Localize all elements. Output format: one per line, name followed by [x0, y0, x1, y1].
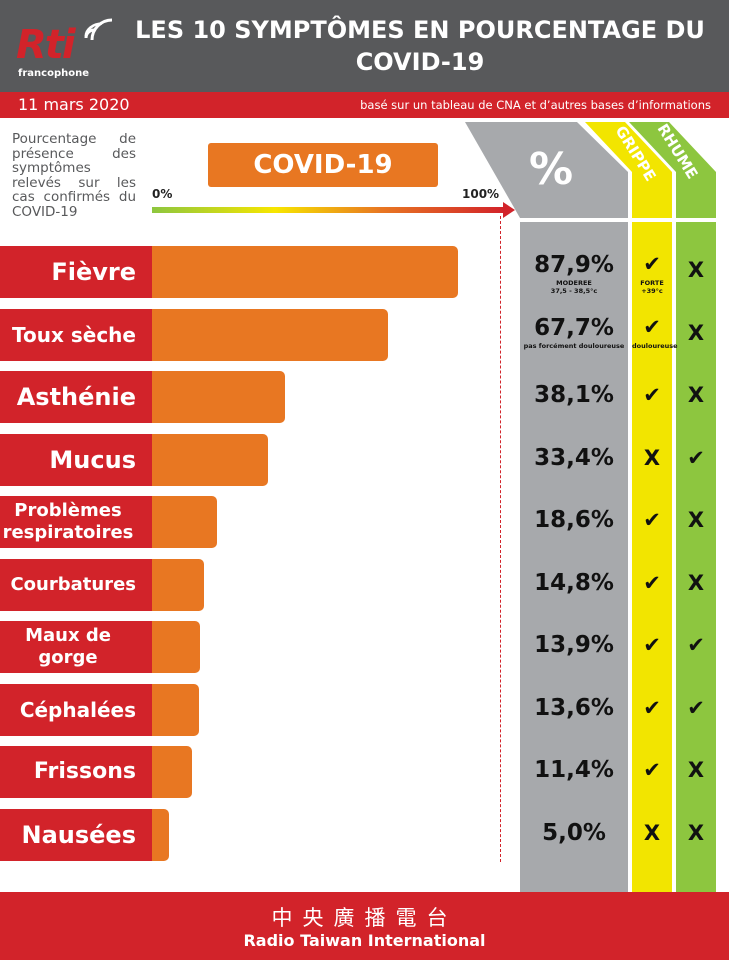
- symptom-label: Mucus: [0, 433, 152, 486]
- percent-value: 67,7%: [534, 314, 614, 341]
- rhume-column: [676, 222, 716, 892]
- percent-header-shape: [465, 122, 628, 218]
- rhume-header-shape: [629, 122, 716, 218]
- scale-gradient-bar: [152, 207, 504, 213]
- percent-value: 14,8%: [534, 569, 614, 596]
- percent-value: 11,4%: [534, 757, 614, 783]
- page-title: LES 10 SYMPTÔMES EN POURCENTAGE DU COVID…: [135, 16, 705, 76]
- symptom-label: Céphalées: [0, 683, 152, 736]
- percent-column: [520, 222, 628, 892]
- percent-value: 33,4%: [534, 444, 614, 471]
- symptom-bar: [152, 496, 217, 548]
- date-label: 11 mars 2020: [18, 95, 130, 114]
- rti-logo: Rti francophone: [16, 10, 116, 85]
- symptom-label: Asthénie: [0, 371, 152, 423]
- rhume-cross-icon: X: [687, 820, 705, 845]
- footer-chinese-name: 中央廣播電台: [271, 906, 458, 930]
- scale-min-label: 0%: [152, 187, 173, 201]
- symptom-label: Problèmes respiratoires: [0, 496, 152, 548]
- grippe-cross-icon: X: [643, 445, 661, 470]
- symptom-label: Toux sèche: [0, 308, 152, 361]
- chart-title: COVID-19: [208, 143, 438, 187]
- symptom-label: Frissons: [0, 746, 152, 798]
- logo-text: Rti: [16, 22, 76, 68]
- symptom-bar: [152, 683, 200, 736]
- rhume-cross-icon: X: [687, 508, 705, 532]
- grippe-check-icon: ✔: [643, 508, 661, 532]
- rhume-cross-icon: X: [687, 570, 705, 595]
- symptom-bar: [152, 621, 201, 673]
- percent-note: MODEREE 37,5 - 38,5°c: [550, 279, 598, 295]
- column-headers: % GRIPPE RHUME: [465, 122, 716, 218]
- percent-note: pas forcément douloureuse: [523, 341, 625, 350]
- symptom-label: Courbatures: [0, 558, 152, 611]
- grippe-check-icon: ✔: [643, 570, 661, 595]
- symptom-bar: [152, 808, 170, 861]
- logo-subtitle: francophone: [18, 68, 89, 79]
- symptom-bar: [152, 433, 269, 486]
- symptom-bar: [152, 558, 204, 611]
- rhume-cross-icon: X: [687, 383, 705, 407]
- percent-value: 13,9%: [534, 632, 614, 658]
- percent-value: 87,9%: [534, 252, 614, 278]
- scale-max-label: 100%: [462, 187, 500, 201]
- scale-arrow-icon: [503, 202, 515, 218]
- rhume-check-icon: ✔: [687, 695, 705, 720]
- percent-value: 38,1%: [534, 382, 614, 408]
- percent-value: 18,6%: [534, 507, 614, 533]
- symptom-label: Fièvre: [0, 246, 152, 298]
- grippe-check-icon: ✔: [643, 758, 661, 782]
- grippe-cross-icon: X: [643, 820, 661, 845]
- symptom-bar: [152, 246, 458, 298]
- symptom-label: Maux de gorge: [0, 621, 152, 673]
- grippe-check-icon: ✔: [643, 383, 661, 407]
- symptom-bar: [152, 371, 285, 423]
- symptom-label: Nausées: [0, 808, 152, 861]
- grippe-column: [632, 222, 672, 892]
- rhume-check-icon: ✔: [687, 633, 705, 657]
- grippe-check-icon: ✔: [643, 695, 661, 720]
- percent-value: 5,0%: [542, 819, 606, 846]
- grippe-check-icon: ✔: [643, 314, 661, 339]
- symptom-bar: [152, 308, 388, 361]
- rhume-cross-icon: X: [687, 320, 705, 345]
- grippe-note: FORTE +39°c: [640, 279, 664, 295]
- source-label: basé sur un tableau de CNA et d’autres b…: [360, 98, 711, 112]
- footer: 中央廣播電台 Radio Taiwan International: [0, 892, 729, 960]
- rhume-cross-icon: X: [687, 258, 705, 282]
- percent-value: 13,6%: [534, 694, 614, 721]
- broadcast-waves-icon: [84, 18, 113, 41]
- percent-header-label: %: [529, 144, 573, 195]
- grippe-check-icon: ✔: [643, 633, 661, 657]
- rhume-cross-icon: X: [687, 758, 705, 782]
- symptom-bar: [152, 746, 192, 798]
- chart-description: Pourcentage de présence des symptômes re…: [12, 131, 136, 220]
- footer-english-name: Radio Taiwan International: [243, 931, 486, 950]
- header: Rti francophone LES 10 SYMPTÔMES EN POUR…: [0, 0, 729, 92]
- grippe-check-icon: ✔: [643, 252, 661, 276]
- hundred-percent-guide-line: [500, 216, 501, 862]
- rhume-check-icon: ✔: [687, 445, 705, 470]
- grippe-header-shape: [585, 122, 672, 218]
- grippe-note: douloureuse: [632, 341, 678, 350]
- date-band: 11 mars 2020 basé sur un tableau de CNA …: [0, 92, 729, 118]
